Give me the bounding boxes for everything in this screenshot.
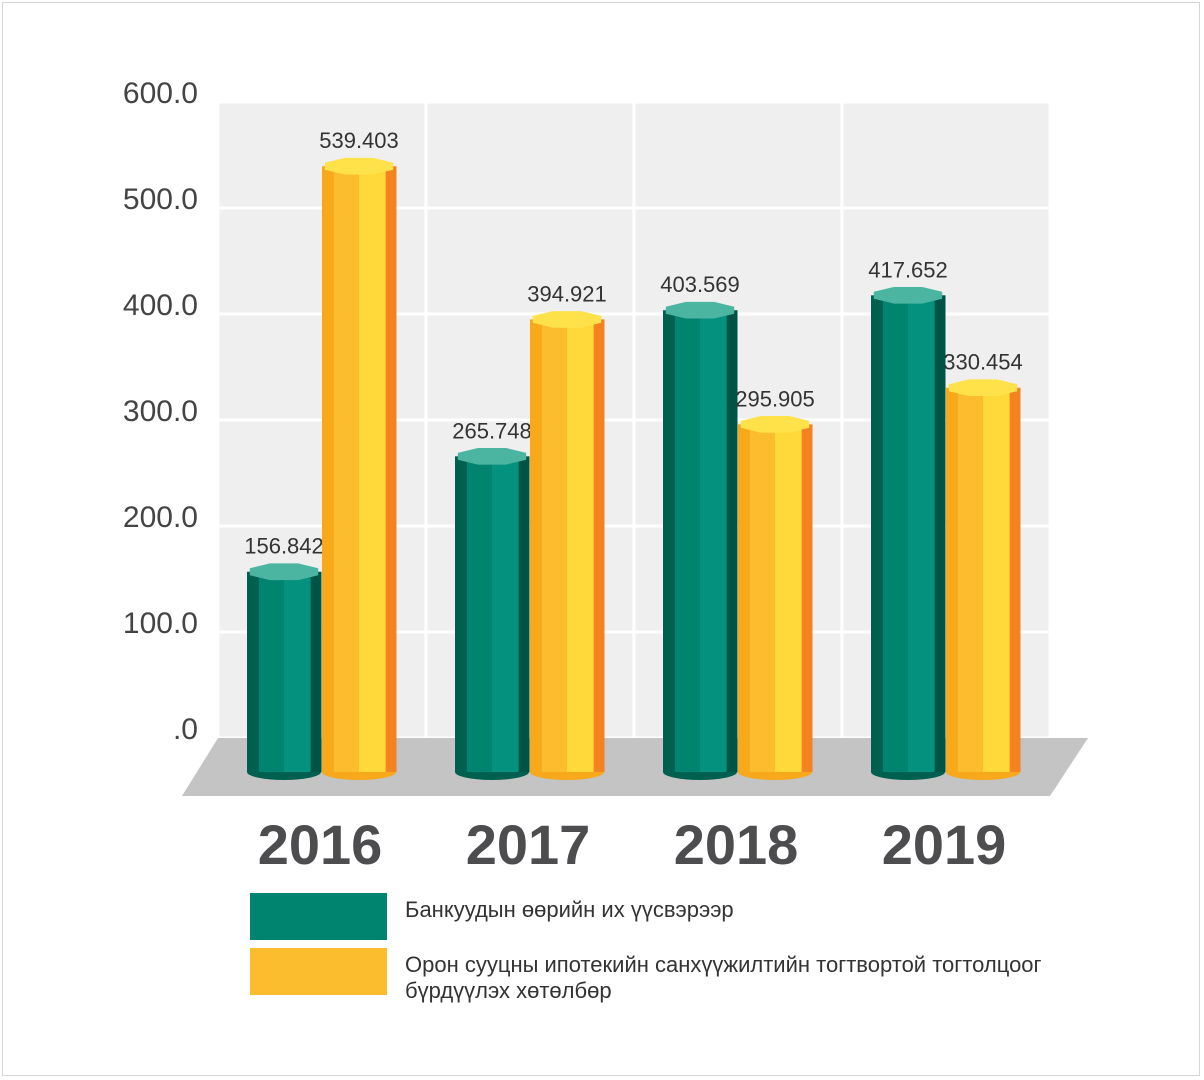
legend-label: Банкуудын өөрийн их үүсвэрээр bbox=[405, 897, 734, 922]
data-label: 295.905 bbox=[735, 386, 815, 411]
y-tick-label: 200.0 bbox=[123, 501, 198, 534]
x-category-label: 2018 bbox=[674, 813, 799, 876]
data-label: 394.921 bbox=[527, 281, 607, 306]
legend-item-series-1: Банкуудын өөрийн их үүсвэрээр bbox=[250, 893, 1050, 940]
x-category-label: 2017 bbox=[466, 813, 591, 876]
y-tick-label: 400.0 bbox=[123, 289, 198, 322]
bar-2016-series-2 bbox=[322, 157, 397, 780]
x-category-label: 2019 bbox=[882, 813, 1007, 876]
y-tick-label: 100.0 bbox=[123, 607, 198, 640]
data-label: 539.403 bbox=[319, 128, 399, 153]
bar-2018-series-1 bbox=[663, 301, 738, 780]
legend-swatch-green bbox=[250, 893, 387, 940]
legend-swatch-yellow bbox=[250, 948, 387, 995]
data-label: 330.454 bbox=[943, 350, 1023, 375]
bar-2019-series-2 bbox=[946, 379, 1021, 780]
x-category-label: 2016 bbox=[258, 813, 383, 876]
legend: Банкуудын өөрийн их үүсвэрээр Орон сууцн… bbox=[250, 893, 1050, 1012]
legend-label: Орон сууцны ипотекийн санхүүжилтийн тогт… bbox=[405, 952, 1042, 1003]
bar-2018-series-2 bbox=[738, 416, 813, 780]
y-tick-label: 300.0 bbox=[123, 395, 198, 428]
bar-2017-series-1 bbox=[455, 448, 530, 780]
bar-2019-series-1 bbox=[871, 287, 946, 780]
data-label: 265.748 bbox=[452, 418, 532, 443]
bar-2017-series-2 bbox=[530, 311, 605, 780]
legend-item-series-2: Орон сууцны ипотекийн санхүүжилтийн тогт… bbox=[250, 948, 1050, 1004]
y-tick-label: 500.0 bbox=[123, 183, 198, 216]
data-label: 156.842 bbox=[244, 534, 324, 559]
data-label: 403.569 bbox=[660, 272, 740, 297]
y-tick-label: 600.0 bbox=[123, 77, 198, 110]
chart-floor bbox=[182, 738, 1088, 796]
data-label: 417.652 bbox=[868, 257, 948, 282]
bar-2016-series-1 bbox=[247, 563, 322, 780]
y-tick-label: .0 bbox=[173, 713, 198, 746]
